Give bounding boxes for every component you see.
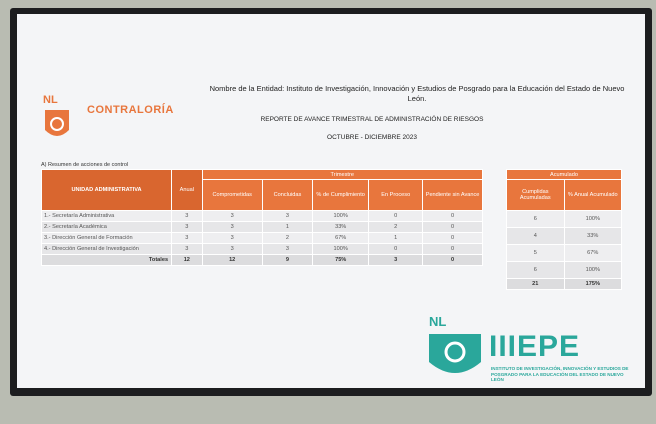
header-row: Comprometidas Concluidas% de Cumplimiento… (42, 179, 483, 211)
cell: 3 (201, 243, 263, 255)
annual-cell: 3 (171, 232, 203, 244)
report-title: REPORTE DE AVANCE TRIMESTRAL DE ADMINIST… (260, 116, 484, 123)
column-header: Concluidas (261, 179, 314, 211)
data-row: 1.- Secretaría Administrativa 3 3 3 100% 0 0 (40, 210, 483, 222)
unit-cell: 2.- Secretaría Académica (40, 221, 173, 233)
column-header: % Anual Acumulado (563, 179, 623, 211)
cell: 3 (261, 243, 314, 255)
column-header: En Proceso (368, 179, 424, 211)
annual-cell: 3 (171, 210, 203, 222)
period: OCTUBRE - DICIEMBRE 2023 (327, 134, 417, 141)
column-header: % de Cumplimiento (312, 179, 370, 211)
header-row: Cumplidas Acumuladas% Anual Acumulado (506, 179, 623, 211)
cell: 3 (201, 210, 263, 222)
data-row: 6 100% (506, 210, 623, 228)
group-header: Trimestre (201, 169, 484, 180)
totals-cell: 12 (201, 254, 263, 266)
unit-cell: 1.- Secretaría Administrativa (40, 210, 173, 222)
cell: 0 (368, 243, 424, 255)
cell: 0 (422, 221, 483, 233)
cell: 0 (422, 210, 483, 222)
cell: 4 (506, 227, 565, 245)
cell: 100% (563, 210, 623, 228)
data-row: 5 67% (506, 244, 623, 262)
totals-row: 21 175% (506, 278, 623, 290)
totals-cell: 3 (368, 254, 424, 266)
unit-cell: 4.- Dirección General de Investigación (40, 243, 173, 255)
totals-label: Totales (40, 254, 173, 266)
cell: 5 (506, 244, 565, 262)
totals-row: Totales 12 12 9 75% 3 0 (40, 254, 483, 266)
cell: 2 (261, 232, 314, 244)
annual-cell: 3 (171, 221, 203, 233)
header-row: UNIDAD ADMINISTRATIVA Anual Trimestre (40, 169, 484, 211)
cell: 6 (506, 210, 565, 228)
footer-logo-shield (429, 334, 481, 373)
data-row: 3.- Dirección General de Formación 3 3 2 67%… (40, 232, 483, 244)
cell: 0 (368, 210, 424, 222)
cell: 67% (312, 232, 370, 244)
totals-cell: 75% (312, 254, 370, 266)
logo-shield (45, 110, 69, 136)
data-row: 2.- Secretaría Académica 3 3 1 33% 2 0 (40, 221, 483, 233)
footer-logo-mark: NL (429, 314, 447, 329)
group-header: Acumulado (506, 169, 622, 180)
cell: 3 (201, 221, 263, 233)
screen: NL CONTRALORÍA Nombre de la Entidad: Ins… (17, 14, 645, 388)
footer-logo: NL IIIEPE INSTITUTO DE INVESTIGACIÓN, IN… (427, 314, 637, 384)
logo-mark: NL (43, 94, 58, 106)
data-row: 6 100% (506, 261, 623, 279)
control-actions-table: UNIDAD ADMINISTRATIVA Anual Trimestre Compr… (40, 169, 484, 266)
unit-cell: 3.- Dirección General de Formación (40, 232, 173, 244)
header-row: Acumulado (506, 169, 622, 180)
column-header: Pendiente sin Avance (422, 179, 483, 211)
unit-header: UNIDAD ADMINISTRATIVA (40, 169, 173, 211)
data-row: 4 33% (506, 227, 623, 245)
annual-cell: 3 (171, 243, 203, 255)
cell: 0 (422, 232, 483, 244)
cell: 100% (312, 210, 370, 222)
totals-cell: 9 (261, 254, 314, 266)
cell: 1 (261, 221, 314, 233)
cell: 67% (563, 244, 623, 262)
totals-cell: 0 (422, 254, 483, 266)
totals-cell: 21 (506, 278, 565, 290)
footer-logo-name: IIIEPE (489, 330, 581, 363)
cell: 0 (422, 243, 483, 255)
annual-header: Anual (171, 169, 203, 211)
footer-logo-tagline: INSTITUTO DE INVESTIGACIÓN, INNOVACIÓN Y… (491, 366, 629, 382)
accumulated-table: Acumulado Cumplidas Acumuladas% Anual Acu… (506, 169, 623, 290)
totals-cell: 175% (563, 278, 623, 290)
column-header: Comprometidas (201, 179, 263, 211)
cell: 1 (368, 232, 424, 244)
cell: 2 (368, 221, 424, 233)
entity-name: Nombre de la Entidad: Instituto de Inves… (209, 84, 625, 103)
logo-name: CONTRALORÍA (87, 104, 174, 116)
cell: 33% (312, 221, 370, 233)
cell: 100% (563, 261, 623, 279)
cell: 3 (201, 232, 263, 244)
cell: 100% (312, 243, 370, 255)
section-label: A) Resumen de acciones de control (41, 162, 129, 168)
totals-annual: 12 (171, 254, 203, 266)
cell: 33% (563, 227, 623, 245)
data-row: 4.- Dirección General de Investigación 3 3… (40, 243, 483, 255)
cell: 6 (506, 261, 565, 279)
column-header: Cumplidas Acumuladas (506, 179, 565, 211)
cell: 3 (261, 210, 314, 222)
